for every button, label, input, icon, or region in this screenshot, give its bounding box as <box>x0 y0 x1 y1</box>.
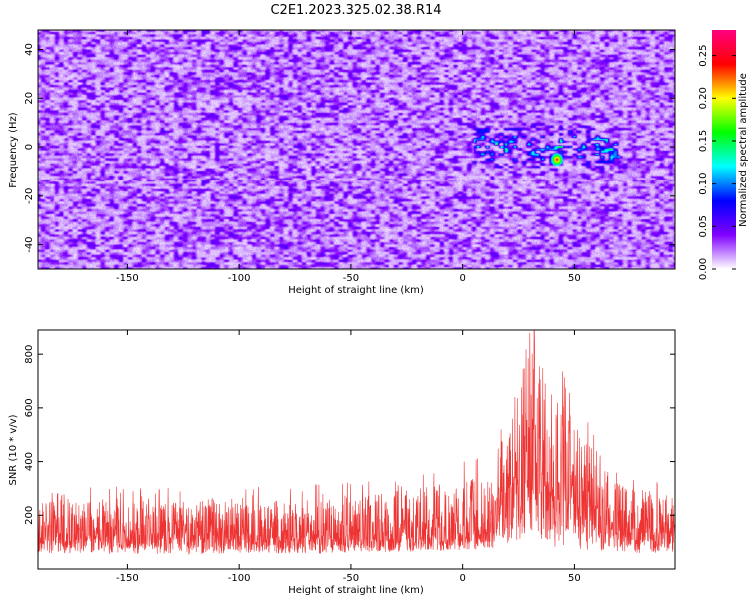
colorbar-tick-label: 0.10 <box>698 173 709 195</box>
spectrogram-image <box>38 30 675 269</box>
colorbar-tick-label: 0.00 <box>698 258 709 280</box>
snr-y-axis: 200 400 600 800 <box>24 345 675 525</box>
colorbar-tick-label: 0.25 <box>698 44 709 66</box>
snr-y-tick-label: 600 <box>24 398 35 417</box>
snr-x-tick-label: -50 <box>343 573 359 584</box>
spectrogram-x-tick-label: -50 <box>343 273 359 284</box>
snr-x-tick-label: 50 <box>568 573 581 584</box>
figure-title: C2E1.2023.325.02.38.R14 <box>270 3 441 18</box>
snr-x-axis: -150 -100 -50 0 50 <box>116 330 581 584</box>
snr-y-tick-label: 200 <box>24 506 35 525</box>
spectrogram-y-tick-label: 40 <box>24 43 35 56</box>
colorbar-tick-label: 0.05 <box>698 215 709 237</box>
snr-panel: -150 -100 -50 0 50 200 400 600 800 Height of st… <box>8 329 676 596</box>
spectrogram-y-tick-label: -40 <box>24 236 35 252</box>
snr-y-label: SNR (10 * v/v) <box>8 414 19 485</box>
spectrogram-x-tick-label: -150 <box>116 273 139 284</box>
colorbar-gradient <box>712 30 736 269</box>
spectrogram-panel: -150 -100 -50 0 50 -40 -20 0 20 40 Height of str… <box>8 29 676 296</box>
colorbar: 0.00 0.05 0.10 0.15 0.20 0.25 Normalized spec… <box>698 30 749 280</box>
spectrogram-y-tick-label: -20 <box>24 188 35 204</box>
snr-x-tick-label: -150 <box>116 573 139 584</box>
spectrogram-x-label: Height of straight line (km) <box>288 285 424 296</box>
colorbar-ticks: 0.00 0.05 0.10 0.15 0.20 0.25 <box>698 44 736 280</box>
spectrogram-y-label: Frequency (Hz) <box>8 112 19 188</box>
snr-x-label: Height of straight line (km) <box>288 585 424 596</box>
snr-x-tick-label: -100 <box>228 573 251 584</box>
spectrogram-y-tick-label: 0 <box>24 144 35 150</box>
spectrogram-y-axis: -40 -20 0 20 40 <box>24 43 675 253</box>
spectrogram-y-tick-label: 20 <box>24 92 35 105</box>
colorbar-label: Normalized spectral amplitude <box>738 73 749 227</box>
spectrogram-x-tick-label: 0 <box>459 273 465 284</box>
snr-y-tick-label: 400 <box>24 452 35 471</box>
spectrogram-frame <box>37 29 676 270</box>
snr-x-tick-label: 0 <box>459 573 465 584</box>
colorbar-tick-label: 0.15 <box>698 130 709 152</box>
colorbar-tick-label: 0.20 <box>698 87 709 109</box>
snr-series-line <box>38 330 675 556</box>
snr-series <box>38 330 675 556</box>
spectrogram-x-tick-label: 50 <box>568 273 581 284</box>
spectrogram-x-tick-label: -100 <box>228 273 251 284</box>
snr-y-tick-label: 800 <box>24 345 35 364</box>
spectrogram-x-axis: -150 -100 -50 0 50 <box>116 30 581 284</box>
snr-frame <box>37 329 676 570</box>
